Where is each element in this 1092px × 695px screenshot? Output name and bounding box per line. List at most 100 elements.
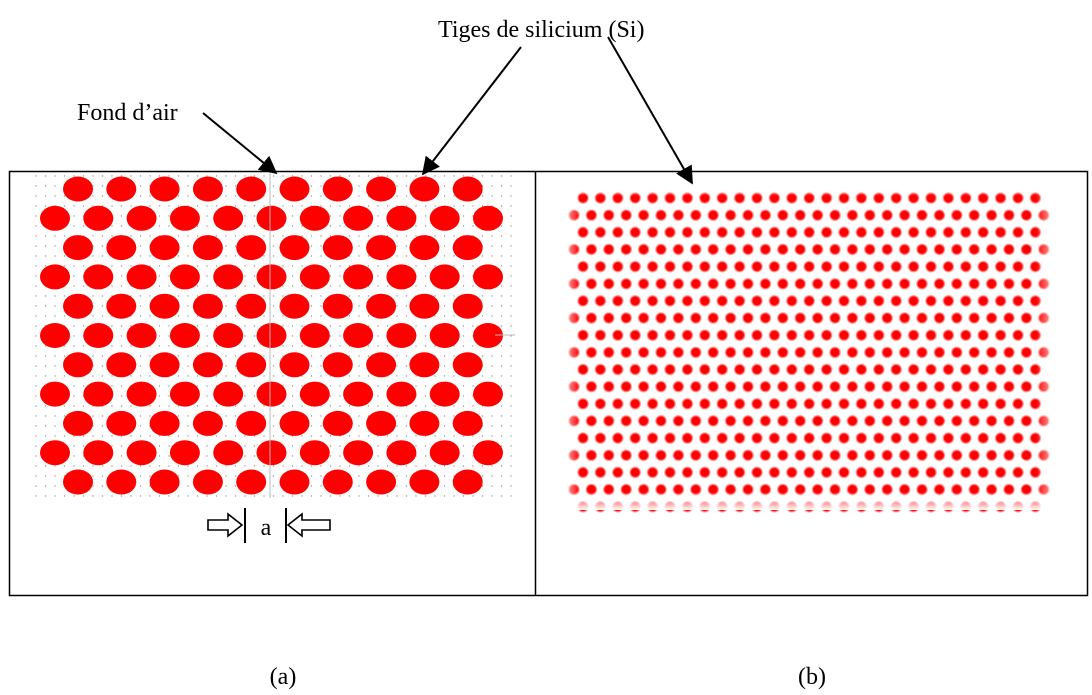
grid-dot <box>215 265 218 267</box>
grid-dot <box>443 435 446 437</box>
si-rod <box>829 277 841 290</box>
grid-dot <box>82 175 85 177</box>
si-rod <box>751 432 763 445</box>
si-rod <box>863 380 876 393</box>
grid-dot <box>367 265 370 267</box>
grid-dot <box>424 325 427 327</box>
si-rod <box>994 294 1007 307</box>
si-rod <box>863 346 876 359</box>
grid-dot <box>234 465 237 467</box>
si-rod <box>681 432 694 445</box>
si-rod <box>829 414 841 427</box>
grid-dot <box>462 345 465 347</box>
si-rod <box>322 293 353 319</box>
grid-dot <box>244 215 246 217</box>
grid-dot <box>139 475 142 477</box>
si-rod <box>985 346 998 359</box>
si-rod <box>655 414 667 427</box>
si-rod <box>855 226 868 239</box>
grid-dot <box>472 265 474 267</box>
si-rod <box>977 329 990 342</box>
grid-dot <box>358 245 360 247</box>
grid-dot <box>405 305 408 307</box>
grid-dot <box>453 355 455 357</box>
grid-dot <box>44 465 47 467</box>
si-rod <box>907 397 920 410</box>
grid-dot <box>225 465 227 467</box>
si-rod <box>611 432 624 445</box>
grid-dot <box>44 425 47 427</box>
grid-dot <box>196 495 199 497</box>
grid-dot <box>234 405 237 407</box>
si-rod <box>733 363 746 376</box>
grid-dot <box>358 475 360 477</box>
grid-dot <box>215 235 218 237</box>
grid-dot <box>35 295 37 297</box>
si-rod <box>803 294 816 307</box>
grid-dot <box>92 175 94 177</box>
si-rod <box>759 449 772 462</box>
si-rod <box>820 397 833 410</box>
grid-dot <box>386 435 389 437</box>
grid-dot <box>320 425 322 427</box>
si-rod <box>959 226 972 239</box>
grid-dot <box>377 385 379 387</box>
si-rod <box>716 397 729 410</box>
grid-dot <box>272 305 275 307</box>
si-rod <box>959 363 972 376</box>
si-rod <box>409 235 440 261</box>
grid-dot <box>510 355 512 357</box>
grid-dot <box>500 175 503 177</box>
si-rod <box>698 363 711 376</box>
si-rod <box>698 329 711 342</box>
grid-dot <box>225 485 227 487</box>
grid-dot <box>225 195 227 197</box>
grid-dot <box>196 385 199 387</box>
grid-dot <box>453 495 455 497</box>
rods-a <box>40 176 503 495</box>
si-rod <box>881 414 894 427</box>
grid-dot <box>158 455 161 457</box>
panel-a <box>35 172 515 498</box>
si-rod <box>881 209 894 222</box>
grid-dot <box>168 325 170 327</box>
si-rod <box>149 352 180 378</box>
grid-dot <box>472 455 474 457</box>
grid-dot <box>35 185 37 187</box>
grid-dot <box>367 405 370 407</box>
grid-dot <box>73 465 75 467</box>
grid-dot <box>481 495 484 497</box>
grid-dot <box>120 205 123 207</box>
grid-dot <box>149 315 151 317</box>
grid-dot <box>396 295 398 297</box>
si-rod <box>594 363 607 376</box>
grid-dot <box>187 305 189 307</box>
grid-dot <box>481 295 484 297</box>
si-rod <box>698 226 711 239</box>
grid-dot <box>453 405 455 407</box>
grid-dot <box>339 345 341 347</box>
grid-dot <box>253 175 256 177</box>
grid-dot <box>367 315 370 317</box>
grid-dot <box>320 405 322 407</box>
grid-dot <box>339 465 341 467</box>
grid-dot <box>443 195 446 197</box>
grid-dot <box>111 325 113 327</box>
grid-dot <box>500 235 503 237</box>
si-rod <box>855 363 868 376</box>
grid-dot <box>377 275 379 277</box>
grid-dot <box>120 495 123 497</box>
grid-dot <box>500 385 503 387</box>
grid-dot <box>462 495 465 497</box>
grid-dot <box>196 265 199 267</box>
si-rod <box>637 312 650 324</box>
grid-dot <box>301 225 303 227</box>
grid-dot <box>377 405 379 407</box>
grid-dot <box>367 295 370 297</box>
grid-dot <box>272 415 275 417</box>
si-rod <box>890 226 903 239</box>
grid-dot <box>82 465 85 467</box>
grid-dot <box>405 495 408 497</box>
grid-dot <box>130 175 132 177</box>
grid-dot <box>424 205 427 207</box>
